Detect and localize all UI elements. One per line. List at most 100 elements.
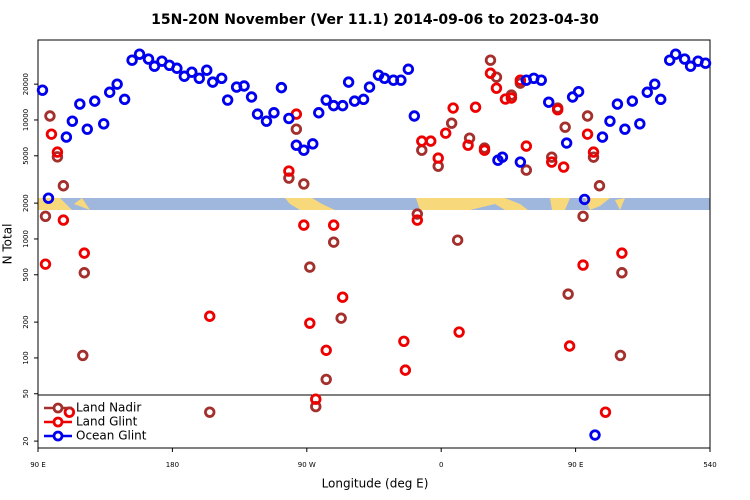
marker [268, 107, 280, 119]
plot-frame [37, 39, 711, 449]
marker [587, 151, 600, 163]
marker [204, 310, 216, 322]
marker [505, 92, 518, 104]
marker [89, 95, 101, 107]
marker [78, 247, 90, 259]
marker [336, 291, 349, 303]
marker [51, 151, 64, 163]
marker [57, 180, 70, 192]
marker [599, 406, 612, 418]
marker [342, 76, 355, 88]
marker [557, 161, 570, 173]
marker [398, 335, 410, 347]
legend-marker [52, 402, 64, 414]
marker [408, 110, 421, 122]
marker [626, 95, 639, 107]
map-strip [38, 198, 710, 210]
marker [663, 54, 676, 66]
marker [484, 54, 497, 66]
marker [201, 64, 213, 76]
marker [447, 102, 459, 114]
marker [133, 48, 146, 60]
y-axis-label: N Total [1, 224, 15, 265]
marker [142, 53, 155, 65]
marker [103, 86, 116, 98]
marker [593, 180, 606, 192]
marker [604, 115, 616, 127]
marker [118, 93, 131, 106]
marker [60, 131, 73, 143]
marker [304, 261, 316, 273]
marker [562, 288, 574, 300]
marker [57, 214, 70, 226]
marker [611, 98, 624, 110]
marker [416, 135, 428, 147]
marker [445, 117, 458, 129]
marker [283, 165, 295, 177]
marker [581, 128, 594, 140]
marker [655, 93, 667, 106]
marker [546, 156, 558, 168]
marker [589, 429, 601, 441]
marker [74, 98, 86, 110]
marker [51, 146, 64, 158]
marker [559, 121, 571, 133]
marker [520, 164, 533, 176]
marker [399, 364, 412, 376]
marker [577, 259, 589, 271]
y-tick-label: 100 [22, 351, 30, 364]
marker [193, 72, 205, 84]
marker [283, 172, 295, 184]
marker [126, 54, 138, 66]
legend-label: Ocean Glint [76, 429, 147, 443]
marker [186, 66, 198, 78]
marker [98, 118, 110, 130]
y-tick-label: 500 [22, 268, 30, 281]
y-tick-label: 20 [22, 437, 30, 446]
marker [45, 128, 58, 140]
y-tick-label: 10000 [22, 109, 30, 131]
marker [238, 80, 250, 92]
marker [577, 210, 589, 223]
marker [327, 219, 340, 231]
marker [416, 144, 428, 156]
marker [378, 72, 391, 84]
marker [451, 234, 464, 246]
marker [357, 93, 370, 106]
marker [560, 137, 573, 149]
x-tick-label: 0 [439, 461, 443, 469]
marker [484, 67, 497, 79]
marker [462, 139, 474, 151]
marker [207, 76, 219, 88]
marker [425, 135, 437, 147]
marker [587, 146, 600, 158]
marker [649, 78, 661, 90]
marker [616, 247, 628, 259]
marker [111, 78, 123, 90]
x-tick-label: 90 E [568, 461, 584, 469]
marker [499, 93, 512, 105]
marker [581, 110, 594, 122]
marker [572, 85, 585, 98]
marker [310, 393, 322, 405]
marker [614, 349, 627, 362]
marker [39, 258, 52, 270]
marker [275, 81, 288, 94]
marker [298, 144, 310, 156]
marker [543, 96, 555, 108]
legend-marker [52, 416, 64, 428]
marker [514, 74, 527, 86]
marker [669, 48, 682, 60]
marker [616, 267, 628, 279]
marker [411, 214, 424, 226]
marker [490, 82, 503, 94]
marker [251, 108, 264, 120]
marker [313, 107, 325, 119]
chart-title: 15N-20N November (Ver 11.1) 2014-09-06 t… [151, 12, 599, 28]
marker [432, 152, 444, 164]
marker [335, 312, 347, 324]
legend-marker [52, 430, 64, 442]
marker [39, 210, 52, 223]
marker [596, 131, 609, 143]
